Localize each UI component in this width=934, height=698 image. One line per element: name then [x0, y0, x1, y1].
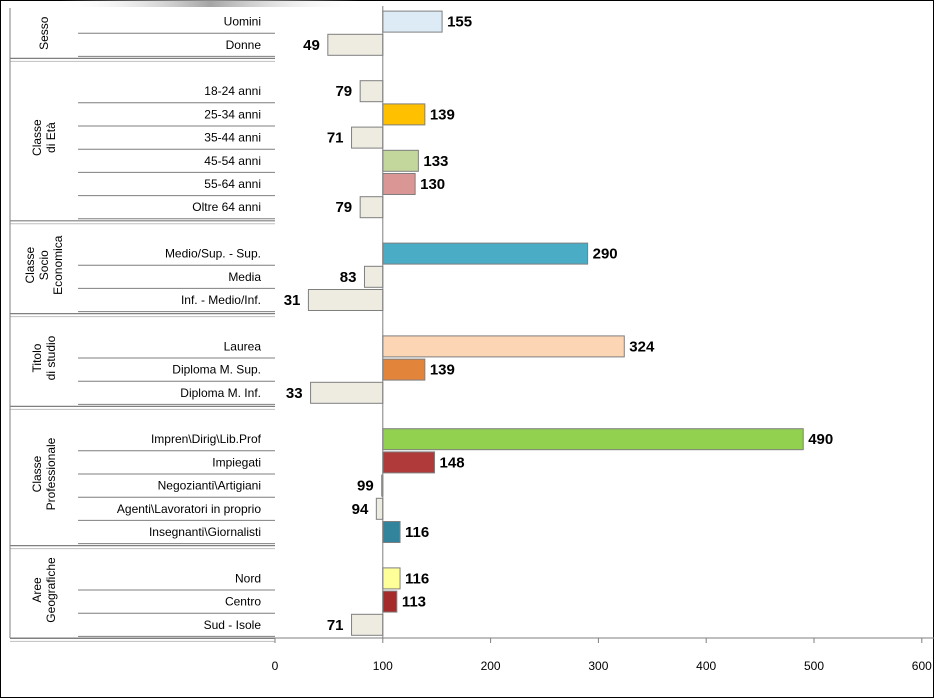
bar-uomini — [382, 10, 443, 33]
value-label-diploma-m-inf: 33 — [286, 385, 303, 402]
bar-impiegati — [382, 451, 436, 474]
value-label-35-44-anni: 71 — [327, 130, 344, 147]
bar-diploma-m-inf — [310, 381, 384, 404]
category-label-oltre-64-anni: Oltre 64 anni — [192, 200, 261, 214]
value-label-inf-medio-inf: 31 — [284, 292, 301, 309]
bar-impren-dirig-lib-prof — [382, 428, 804, 451]
category-label-medio-sup-sup: Medio/Sup. - Sup. — [165, 247, 261, 261]
x-tick-label-200: 200 — [481, 659, 501, 673]
bar-sud-isole — [351, 613, 384, 636]
group-label-classe-di-et: Classedi Età — [30, 119, 58, 156]
bar-18-24-anni — [359, 80, 384, 103]
value-label-diploma-m-sup: 139 — [430, 362, 455, 379]
value-label-sud-isole: 71 — [327, 617, 344, 634]
bar-agenti-lavoratori-in-proprio — [375, 497, 384, 520]
bar-nord — [382, 567, 401, 590]
category-label-18-24-anni: 18-24 anni — [204, 84, 261, 98]
value-label-centro: 113 — [402, 594, 426, 611]
value-label-nord: 116 — [405, 570, 429, 587]
value-label-donne: 49 — [303, 37, 320, 54]
category-label-inf-medio-inf: Inf. - Medio/Inf. — [181, 293, 261, 307]
category-label-sud-isole: Sud - Isole — [204, 618, 262, 632]
group-label-aree-geografiche: AreeGeografiche — [30, 557, 58, 623]
group-label-classe-professionale: ClasseProfessionale — [30, 437, 58, 510]
x-tick-label-500: 500 — [804, 659, 824, 673]
group-label-classe-socio-economica: ClasseSocioEconomica — [23, 235, 65, 295]
category-label-diploma-m-inf: Diploma M. Inf. — [180, 386, 261, 400]
group-label-titolo-di-studio: Titolodi studio — [30, 335, 58, 380]
value-label-laurea: 324 — [629, 338, 655, 355]
bar-inf-medio-inf — [307, 289, 384, 311]
category-label-insegnanti-giornalisti: Insegnanti\Giornalisti — [149, 525, 261, 539]
bar-centro — [382, 590, 398, 613]
group-label-sesso: Sesso — [37, 16, 51, 50]
category-label-laurea: Laurea — [224, 339, 262, 353]
value-label-uomini: 155 — [447, 14, 472, 31]
category-label-55-64-anni: 55-64 anni — [204, 177, 261, 191]
bars: 155 49 79 139 71 133 130 79 290 83 31 324 139 33 490 14… — [284, 10, 833, 636]
category-label-diploma-m-sup: Diploma M. Sup. — [172, 363, 261, 377]
bar-oltre-64-anni — [359, 196, 384, 219]
x-tick-label-300: 300 — [588, 659, 608, 673]
category-label-media: Media — [228, 270, 261, 284]
value-label-45-54-anni: 133 — [423, 153, 448, 170]
bar-media — [363, 265, 384, 288]
category-label-agenti-lavoratori-in-proprio: Agenti\Lavoratori in proprio — [117, 502, 261, 516]
value-label-media: 83 — [340, 269, 357, 286]
bar-55-64-anni — [382, 173, 416, 195]
bar-insegnanti-giornalisti — [382, 521, 401, 543]
bar-diploma-m-sup — [382, 358, 426, 381]
x-tick-label-400: 400 — [696, 659, 716, 673]
category-label-donne: Donne — [226, 38, 262, 52]
category-labels: Uomini Donne Sesso 18-24 anni 25-34 anni 35-4… — [9, 8, 275, 642]
bar-25-34-anni — [382, 103, 426, 126]
value-label-insegnanti-giornalisti: 116 — [405, 524, 429, 541]
category-label-impren-dirig-lib-prof: Impren\Dirig\Lib.Prof — [151, 432, 262, 446]
value-label-25-34-anni: 139 — [430, 106, 455, 123]
value-label-18-24-anni: 79 — [335, 83, 352, 100]
bar-35-44-anni — [351, 126, 384, 149]
bar-donne — [327, 33, 384, 56]
value-label-55-64-anni: 130 — [420, 176, 445, 193]
value-label-medio-sup-sup: 290 — [593, 246, 618, 263]
x-tick-label-100: 100 — [373, 659, 393, 673]
category-label-35-44-anni: 35-44 anni — [204, 131, 261, 145]
value-label-agenti-lavoratori-in-proprio: 94 — [352, 501, 369, 518]
category-label-uomini: Uomini — [224, 15, 261, 29]
bar-45-54-anni — [382, 149, 419, 172]
bar-medio-sup-sup — [382, 242, 589, 265]
value-label-impiegati: 148 — [440, 454, 465, 471]
value-label-negozianti-artigiani: 99 — [357, 478, 374, 495]
category-label-nord: Nord — [235, 571, 261, 585]
x-axis: 0 100 200 300 400 500 600 — [10, 6, 934, 673]
bar-laurea — [382, 335, 625, 358]
x-tick-label-0: 0 — [272, 659, 279, 673]
top-shadow — [60, 0, 360, 7]
category-label-45-54-anni: 45-54 anni — [204, 154, 261, 168]
category-label-impiegati: Impiegati — [212, 455, 261, 469]
x-tick-label-600: 600 — [912, 659, 932, 673]
value-label-impren-dirig-lib-prof: 490 — [808, 431, 833, 448]
category-label-centro: Centro — [225, 595, 261, 609]
value-label-oltre-64-anni: 79 — [335, 199, 352, 216]
category-label-25-34-anni: 25-34 anni — [204, 107, 261, 121]
category-label-negozianti-artigiani: Negozianti\Artigiani — [158, 479, 261, 493]
